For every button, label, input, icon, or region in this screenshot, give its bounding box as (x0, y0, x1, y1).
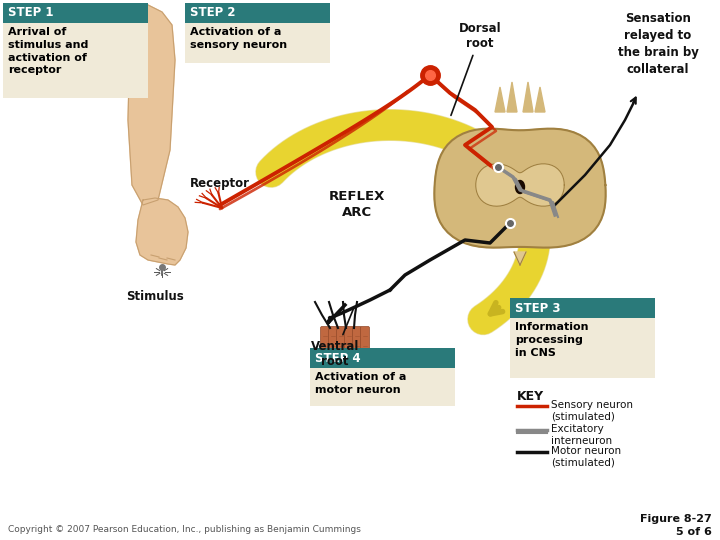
Polygon shape (434, 129, 606, 248)
FancyBboxPatch shape (328, 327, 338, 376)
Text: Stimulus: Stimulus (126, 290, 184, 303)
Text: Motor neuron
(stimulated): Motor neuron (stimulated) (551, 446, 621, 468)
FancyBboxPatch shape (344, 327, 354, 381)
Text: Figure 8-27
5 of 6: Figure 8-27 5 of 6 (640, 514, 712, 537)
Text: Information
processing
in CNS: Information processing in CNS (515, 322, 588, 357)
Text: KEY: KEY (517, 390, 544, 403)
Text: STEP 2: STEP 2 (190, 6, 235, 19)
Polygon shape (128, 5, 175, 205)
FancyBboxPatch shape (3, 23, 148, 98)
Text: STEP 4: STEP 4 (315, 352, 361, 365)
FancyBboxPatch shape (185, 23, 330, 63)
Text: Activation of a
motor neuron: Activation of a motor neuron (315, 372, 406, 395)
FancyBboxPatch shape (185, 3, 330, 23)
FancyBboxPatch shape (510, 318, 655, 378)
FancyBboxPatch shape (353, 327, 361, 382)
Text: Sensory neuron
(stimulated): Sensory neuron (stimulated) (551, 400, 633, 422)
Text: Receptor: Receptor (190, 177, 250, 190)
FancyBboxPatch shape (310, 368, 455, 406)
FancyBboxPatch shape (320, 327, 330, 375)
Text: Dorsal
root: Dorsal root (451, 22, 501, 116)
Text: STEP 3: STEP 3 (515, 301, 560, 314)
Polygon shape (476, 164, 564, 206)
Text: Activation of a
sensory neuron: Activation of a sensory neuron (190, 27, 287, 50)
Text: STEP 1: STEP 1 (8, 6, 53, 19)
FancyBboxPatch shape (510, 298, 655, 318)
Text: Excitatory
interneuron: Excitatory interneuron (551, 424, 612, 446)
Text: Arrival of
stimulus and
activation of
receptor: Arrival of stimulus and activation of re… (8, 27, 89, 76)
Polygon shape (136, 198, 188, 265)
Text: Sensation
relayed to
the brain by
collateral: Sensation relayed to the brain by collat… (618, 12, 698, 76)
Text: Copyright © 2007 Pearson Education, Inc., publishing as Benjamin Cummings: Copyright © 2007 Pearson Education, Inc.… (8, 525, 361, 534)
Text: Ventral
root: Ventral root (311, 308, 359, 368)
FancyBboxPatch shape (336, 327, 346, 379)
Polygon shape (495, 87, 505, 112)
FancyBboxPatch shape (310, 348, 455, 368)
Polygon shape (523, 82, 533, 112)
FancyBboxPatch shape (361, 327, 369, 384)
Polygon shape (535, 87, 545, 112)
Polygon shape (507, 82, 517, 112)
Polygon shape (514, 252, 526, 265)
Text: REFLEX
ARC: REFLEX ARC (329, 191, 385, 219)
Ellipse shape (516, 180, 524, 193)
FancyBboxPatch shape (3, 3, 148, 23)
